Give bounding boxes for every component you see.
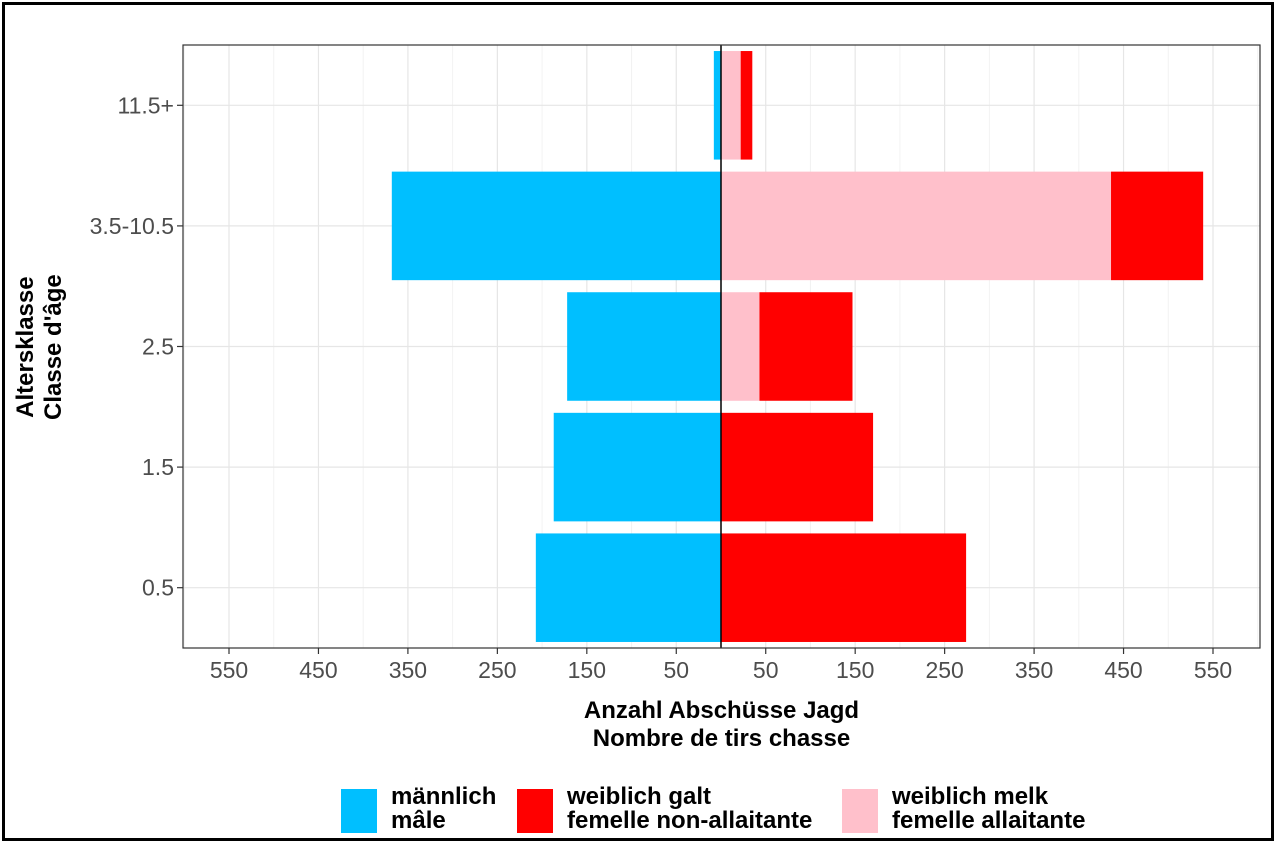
y-tick-label: 2.5 [142,334,174,360]
legend: männlich mâle weiblich galt femelle non-… [0,785,1276,840]
bar-male [535,533,721,642]
x-axis-title-fr: Nombre de tirs chasse [592,725,851,752]
legend-label-female-lactating-de: weiblich melk [892,783,1049,810]
bar-female-non-lactating [721,412,874,522]
bar-male [713,51,721,160]
x-tick-label: 450 [1104,657,1142,683]
bar-female-non-lactating [759,292,853,401]
legend-item-female-lactating: weiblich melk femelle allaitante [842,785,1085,833]
legend-label-female-non-lactating-fr: femelle non-allaitante [567,807,813,834]
bar-female-lactating [721,292,760,401]
legend-item-male: männlich mâle [341,785,496,833]
legend-swatch-female-non-lactating [517,789,553,833]
y-axis-title: Altersklasse Classe d'âge [12,274,68,420]
legend-label-male-de: männlich [391,783,497,810]
y-tick-label: 0.5 [142,575,174,601]
legend-label-female-lactating-fr: femelle allaitante [892,807,1086,834]
y-tick-label: 1.5 [142,454,174,480]
x-tick-label: 550 [210,657,248,683]
bar-male [553,412,721,522]
bar-female-non-lactating [740,51,753,160]
y-tick-label: 11.5+ [118,92,175,118]
x-axis-title-de: Anzahl Abschüsse Jagd [583,697,860,724]
bar-female-non-lactating [1111,171,1204,281]
y-tick-label: 3.5-10.5 [90,213,174,239]
x-tick-label: 50 [663,657,689,683]
x-tick-label: 350 [389,657,427,683]
legend-swatch-male [341,789,377,833]
x-tick-label: 550 [1194,657,1232,683]
x-tick-label: 150 [568,657,606,683]
bar-female-non-lactating [721,533,967,642]
legend-item-female-non-lactating: weiblich galt femelle non-allaitante [517,785,812,833]
x-tick-label: 350 [1015,657,1053,683]
y-axis-title-fr: Classe d'âge [40,274,67,420]
bar-male [391,171,721,281]
legend-label-female-non-lactating-de: weiblich galt [567,783,712,810]
x-tick-label: 450 [299,657,337,683]
legend-swatch-female-lactating [842,789,878,833]
x-tick-label: 250 [925,657,963,683]
x-tick-label: 50 [753,657,779,683]
y-axis-title-de: Altersklasse [12,276,39,418]
x-tick-label: 150 [836,657,874,683]
legend-label-male-fr: mâle [391,807,446,834]
x-tick-label: 250 [478,657,516,683]
bar-female-lactating [721,171,1112,281]
bar-female-lactating [721,51,741,160]
bar-male [567,292,721,401]
